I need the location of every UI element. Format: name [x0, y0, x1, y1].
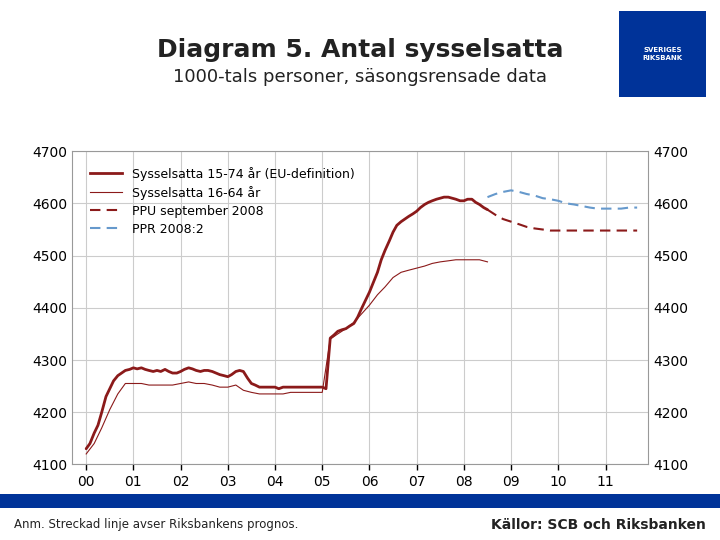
Text: Anm. Streckad linje avser Riksbankens prognos.: Anm. Streckad linje avser Riksbankens pr…: [14, 518, 299, 531]
Text: Källor: SCB och Riksbanken: Källor: SCB och Riksbanken: [491, 518, 706, 532]
Text: SVERIGES
RIKSBANK: SVERIGES RIKSBANK: [642, 48, 683, 60]
Text: Diagram 5. Antal sysselsatta: Diagram 5. Antal sysselsatta: [157, 38, 563, 62]
Text: 1000-tals personer, säsongsrensade data: 1000-tals personer, säsongsrensade data: [173, 68, 547, 85]
Legend: Sysselsatta 15-74 år (EU-definition), Sysselsatta 16-64 år, PPU september 2008, : Sysselsatta 15-74 år (EU-definition), Sy…: [84, 160, 361, 242]
